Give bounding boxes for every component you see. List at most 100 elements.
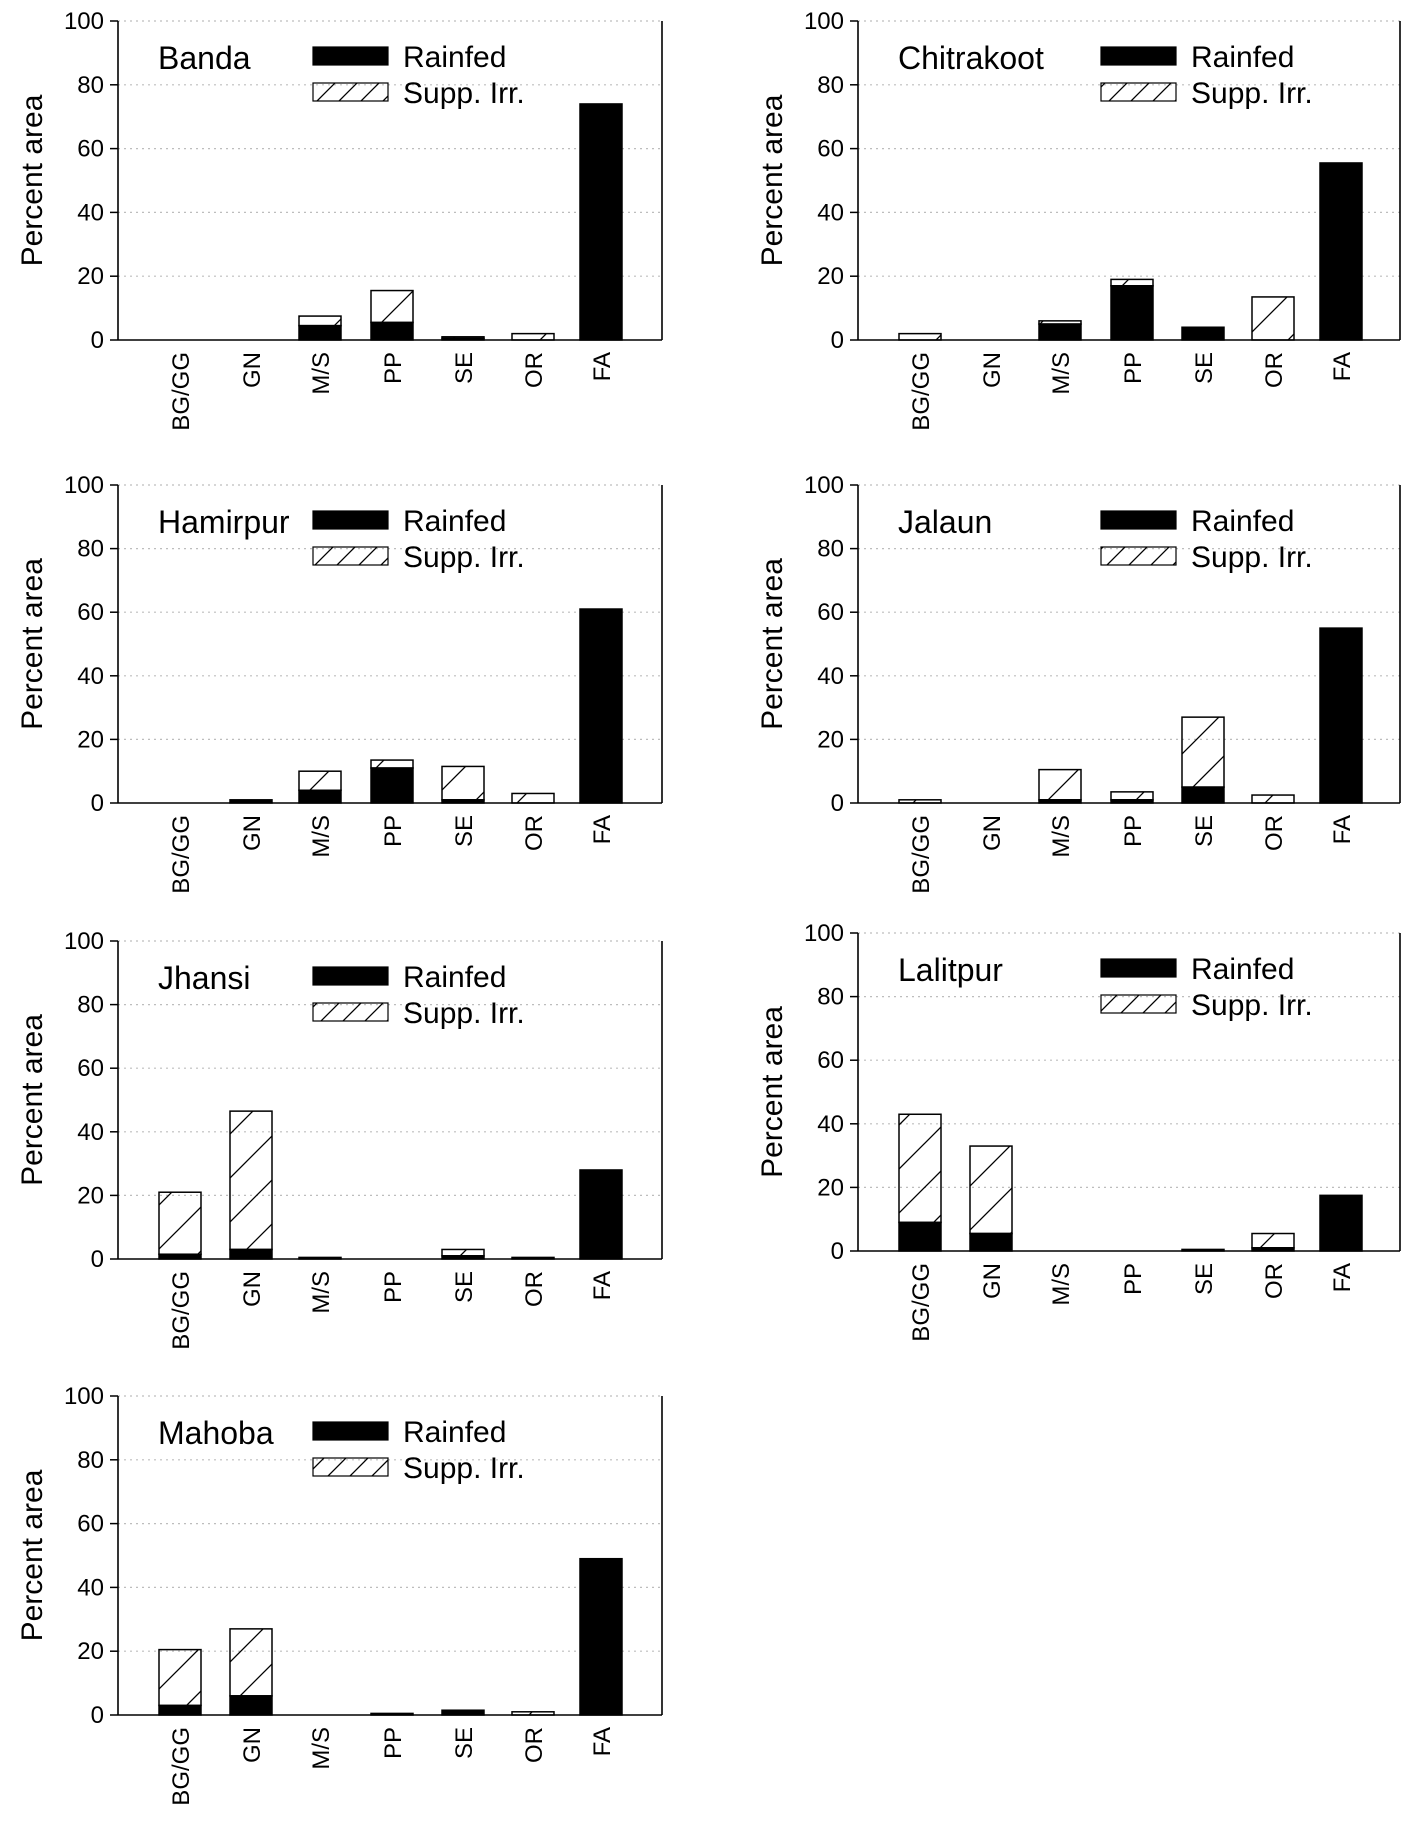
y-tick-label: 60 [817,136,844,163]
y-tick-label: 100 [804,920,844,947]
x-category-label: BG/GG [168,352,195,431]
panel-title: Chitrakoot [898,40,1044,76]
y-tick-label: 40 [77,663,104,690]
bar-supp-irr [1251,1232,1295,1249]
legend-label-rainfed: Rainfed [1191,41,1294,74]
x-category-label: M/S [308,1271,335,1314]
y-tick-label: 40 [77,199,104,226]
y-tick-label: 80 [77,536,104,563]
x-category-label: OR [521,1727,548,1763]
bar-rainfed [229,1695,273,1716]
x-category-label: SE [1191,352,1218,384]
bar-supp-irr [1110,791,1154,801]
bar-supp-irr [370,759,414,769]
bar-rainfed [898,1221,942,1252]
legend-swatch-rainfed [1100,46,1177,66]
y-tick-label: 80 [817,984,844,1011]
legend-swatch-rainfed [312,1421,389,1441]
y-tick-label: 60 [817,1047,844,1074]
chart-panel: 0 20 40 60 80 100 BG/GG GN M/S PP SE OR FA Percent ar… [16,928,663,1350]
bar-rainfed [1110,285,1154,341]
y-tick-label: 40 [817,1111,844,1138]
panel-title: Hamirpur [158,504,290,540]
panel-title: Jhansi [158,960,251,996]
legend-swatch-supp-irr [312,82,389,102]
x-category-label: BG/GG [908,352,935,431]
x-category-label: GN [239,1271,266,1307]
y-axis-title: Percent area [756,1006,789,1178]
bar-supp-irr [1251,296,1295,341]
bar-supp-irr [1038,768,1082,801]
bar-rainfed [579,1169,623,1260]
chart-panel: 0 20 40 60 80 100 BG/GG GN M/S PP SE OR FA Percent ar… [756,8,1401,431]
x-category-label: SE [1191,1263,1218,1295]
x-category-label: FA [589,352,616,381]
x-category-label: BG/GG [908,1263,935,1342]
y-tick-label: 20 [817,1174,844,1201]
bar-rainfed [1181,326,1225,341]
bar-rainfed [158,1704,202,1716]
bar-rainfed [969,1232,1013,1252]
y-axis-title: Percent area [756,94,789,266]
y-tick-label: 20 [817,726,844,753]
legend-label-rainfed: Rainfed [403,961,506,994]
legend-swatch-rainfed [1100,510,1177,530]
y-tick-label: 0 [91,327,104,354]
x-category-label: OR [521,1271,548,1307]
y-tick-label: 100 [64,8,104,35]
legend-swatch-rainfed [312,510,389,530]
x-category-label: FA [589,1271,616,1300]
x-category-label: OR [521,815,548,851]
bar-rainfed [579,103,623,341]
y-axis-title: Percent area [16,1469,49,1641]
x-category-label: SE [1191,815,1218,847]
bar-supp-irr [298,315,342,327]
y-tick-label: 100 [64,472,104,499]
bar-supp-irr [441,765,485,801]
y-tick-label: 60 [77,599,104,626]
x-category-label: PP [1120,815,1147,847]
legend-label-supp-irr: Supp. Irr. [403,77,525,110]
bar-supp-irr [1251,794,1295,804]
bar-supp-irr [229,1628,273,1697]
bar-rainfed [1319,162,1363,341]
x-category-label: FA [589,815,616,844]
y-tick-label: 100 [64,1383,104,1410]
x-category-label: PP [1120,1263,1147,1295]
legend-label-rainfed: Rainfed [1191,953,1294,986]
legend-label-supp-irr: Supp. Irr. [1191,541,1313,574]
bar-supp-irr [298,770,342,792]
chart-panel: 0 20 40 60 80 100 BG/GG GN M/S PP SE OR FA Percent ar… [16,472,663,894]
bar-supp-irr [898,332,942,341]
x-category-label: SE [451,815,478,847]
chart-panel: 0 20 40 60 80 100 BG/GG GN M/S PP SE OR FA Percent ar… [756,920,1401,1342]
bar-supp-irr [511,332,555,341]
bar-supp-irr [1181,716,1225,788]
y-tick-label: 80 [77,72,104,99]
y-tick-label: 0 [831,327,844,354]
y-tick-label: 60 [817,599,844,626]
bar-rainfed [229,1248,273,1260]
x-category-label: GN [239,352,266,388]
x-category-label: GN [979,1263,1006,1299]
y-tick-label: 60 [77,136,104,163]
y-tick-label: 20 [817,263,844,290]
y-tick-label: 40 [77,1119,104,1146]
x-category-label: OR [521,352,548,388]
x-category-label: FA [1329,815,1356,844]
y-tick-label: 100 [804,8,844,35]
legend-label-rainfed: Rainfed [1191,505,1294,538]
bar-supp-irr [370,289,414,324]
y-axis-title: Percent area [16,94,49,266]
x-category-label: M/S [308,352,335,395]
bar-rainfed [579,608,623,804]
bar-supp-irr [969,1145,1013,1235]
x-category-label: GN [979,815,1006,851]
bar-rainfed [298,324,342,341]
bar-rainfed [579,1557,623,1716]
y-tick-label: 100 [64,928,104,955]
x-category-label: PP [380,1727,407,1759]
y-axis-title: Percent area [756,558,789,730]
panel-title: Jalaun [898,504,992,540]
